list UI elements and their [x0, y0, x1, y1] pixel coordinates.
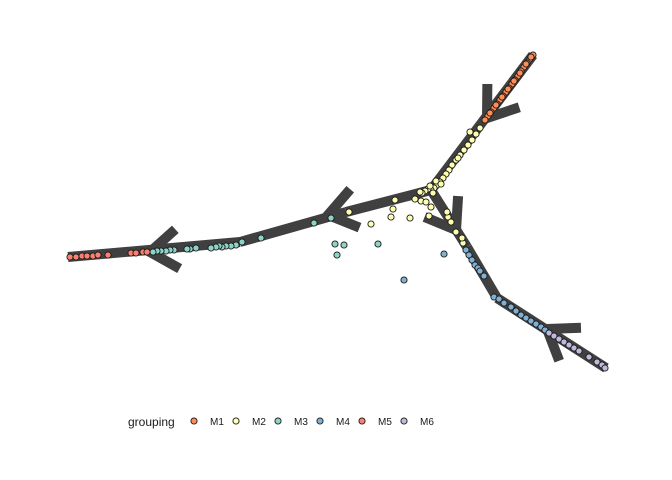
trajectory-arrow-2: [319, 186, 362, 233]
point-m5-1: [66, 253, 74, 261]
point-m2-1: [476, 124, 484, 132]
point-m2-34: [389, 205, 397, 213]
point-m2-41: [466, 128, 474, 136]
point-m4-3: [468, 256, 476, 264]
point-m6-9: [593, 358, 601, 366]
point-m3-4: [238, 238, 246, 246]
legend-key-m2: [232, 417, 240, 425]
point-m3-2: [310, 219, 318, 227]
point-m4-15: [527, 317, 535, 325]
point-m2-19: [416, 188, 424, 196]
point-m5-7: [104, 251, 112, 259]
point-m2-21: [426, 182, 434, 190]
legend-label-m5: M5: [378, 417, 392, 428]
point-m5-4: [83, 252, 91, 260]
point-m1-19: [522, 60, 530, 68]
legend-label-m3: M3: [294, 417, 308, 428]
legend-label-m1: M1: [210, 417, 224, 428]
point-m2-23: [437, 180, 445, 188]
point-m4-14: [522, 314, 530, 322]
point-m5-2: [72, 253, 80, 261]
point-m6-11: [601, 364, 609, 372]
legend-key-m6: [400, 417, 408, 425]
point-m2-26: [443, 208, 451, 216]
point-m6-8: [585, 353, 593, 361]
point-m2-37: [345, 208, 353, 216]
point-m2-38: [452, 228, 460, 236]
point-m4-9: [495, 295, 503, 303]
point-m4-1: [462, 246, 470, 254]
point-m4-20: [400, 276, 408, 284]
point-m2-31: [422, 198, 430, 206]
point-m2-32: [391, 196, 399, 204]
point-m2-35: [406, 214, 414, 222]
point-m2-40: [458, 234, 466, 242]
legend-key-m3: [274, 417, 282, 425]
point-m2-2: [472, 130, 480, 138]
point-m2-30: [411, 195, 419, 203]
point-m2-4: [464, 141, 472, 149]
point-m3-20: [149, 248, 157, 256]
point-m4-2: [465, 251, 473, 259]
point-m1-18: [527, 53, 535, 61]
point-m6-3: [555, 335, 563, 343]
legend-title: grouping: [128, 415, 175, 429]
point-m3-21: [331, 240, 339, 248]
legend-label-m2: M2: [252, 417, 266, 428]
point-m3-3: [257, 234, 265, 242]
point-m4-16: [532, 320, 540, 328]
point-m4-7: [480, 272, 488, 280]
point-m6-2: [550, 332, 558, 340]
point-m1-25: [486, 109, 494, 117]
point-m1-21: [510, 77, 518, 85]
point-m3-23: [333, 251, 341, 259]
legend-key-m4: [316, 417, 324, 425]
point-m2-5: [460, 146, 468, 154]
point-m2-8: [448, 161, 456, 169]
point-m4-10: [500, 299, 508, 307]
point-m4-13: [517, 311, 525, 319]
point-m3-1: [327, 214, 335, 222]
legend-label-m6: M6: [420, 417, 434, 428]
point-m4-6: [476, 267, 484, 275]
legend-items: M1 M2 M3 M4 M5 M6: [190, 417, 434, 428]
point-m6-5: [565, 341, 573, 349]
point-m3-14: [183, 245, 191, 253]
point-m4-12: [512, 307, 520, 315]
point-m3-22: [340, 241, 348, 249]
point-m2-3: [468, 136, 476, 144]
points-layer: [66, 51, 609, 372]
point-m1-17: [481, 116, 489, 124]
point-m2-27: [427, 203, 435, 211]
point-m5-11: [143, 248, 151, 256]
point-m3-11: [207, 244, 215, 252]
point-m1-23: [498, 93, 506, 101]
point-m2-20: [429, 189, 437, 197]
point-m3-12: [192, 244, 200, 252]
legend-label-m4: M4: [336, 417, 350, 428]
point-m1-20: [516, 69, 524, 77]
point-m6-4: [560, 338, 568, 346]
point-m1-22: [504, 85, 512, 93]
legend-key-m1: [190, 417, 198, 425]
point-m6-1: [545, 329, 553, 337]
point-m6-6: [570, 344, 578, 352]
point-m2-28: [425, 212, 433, 220]
point-m3-24: [374, 240, 382, 248]
legend-key-m5: [358, 417, 366, 425]
point-m2-25: [447, 218, 455, 226]
point-m5-6: [94, 251, 102, 259]
point-m6-7: [575, 347, 583, 355]
legend: grouping M1 M2 M3 M4 M5 M6: [128, 415, 434, 429]
point-m2-33: [387, 213, 395, 221]
point-m1-24: [492, 101, 500, 109]
point-m4-19: [440, 250, 448, 258]
point-m2-36: [367, 220, 375, 228]
point-m5-9: [132, 249, 140, 257]
point-m2-22: [432, 177, 440, 185]
point-m4-11: [507, 303, 515, 311]
trajectory-segment-2: [344, 185, 433, 217]
point-m2-42: [454, 154, 462, 162]
